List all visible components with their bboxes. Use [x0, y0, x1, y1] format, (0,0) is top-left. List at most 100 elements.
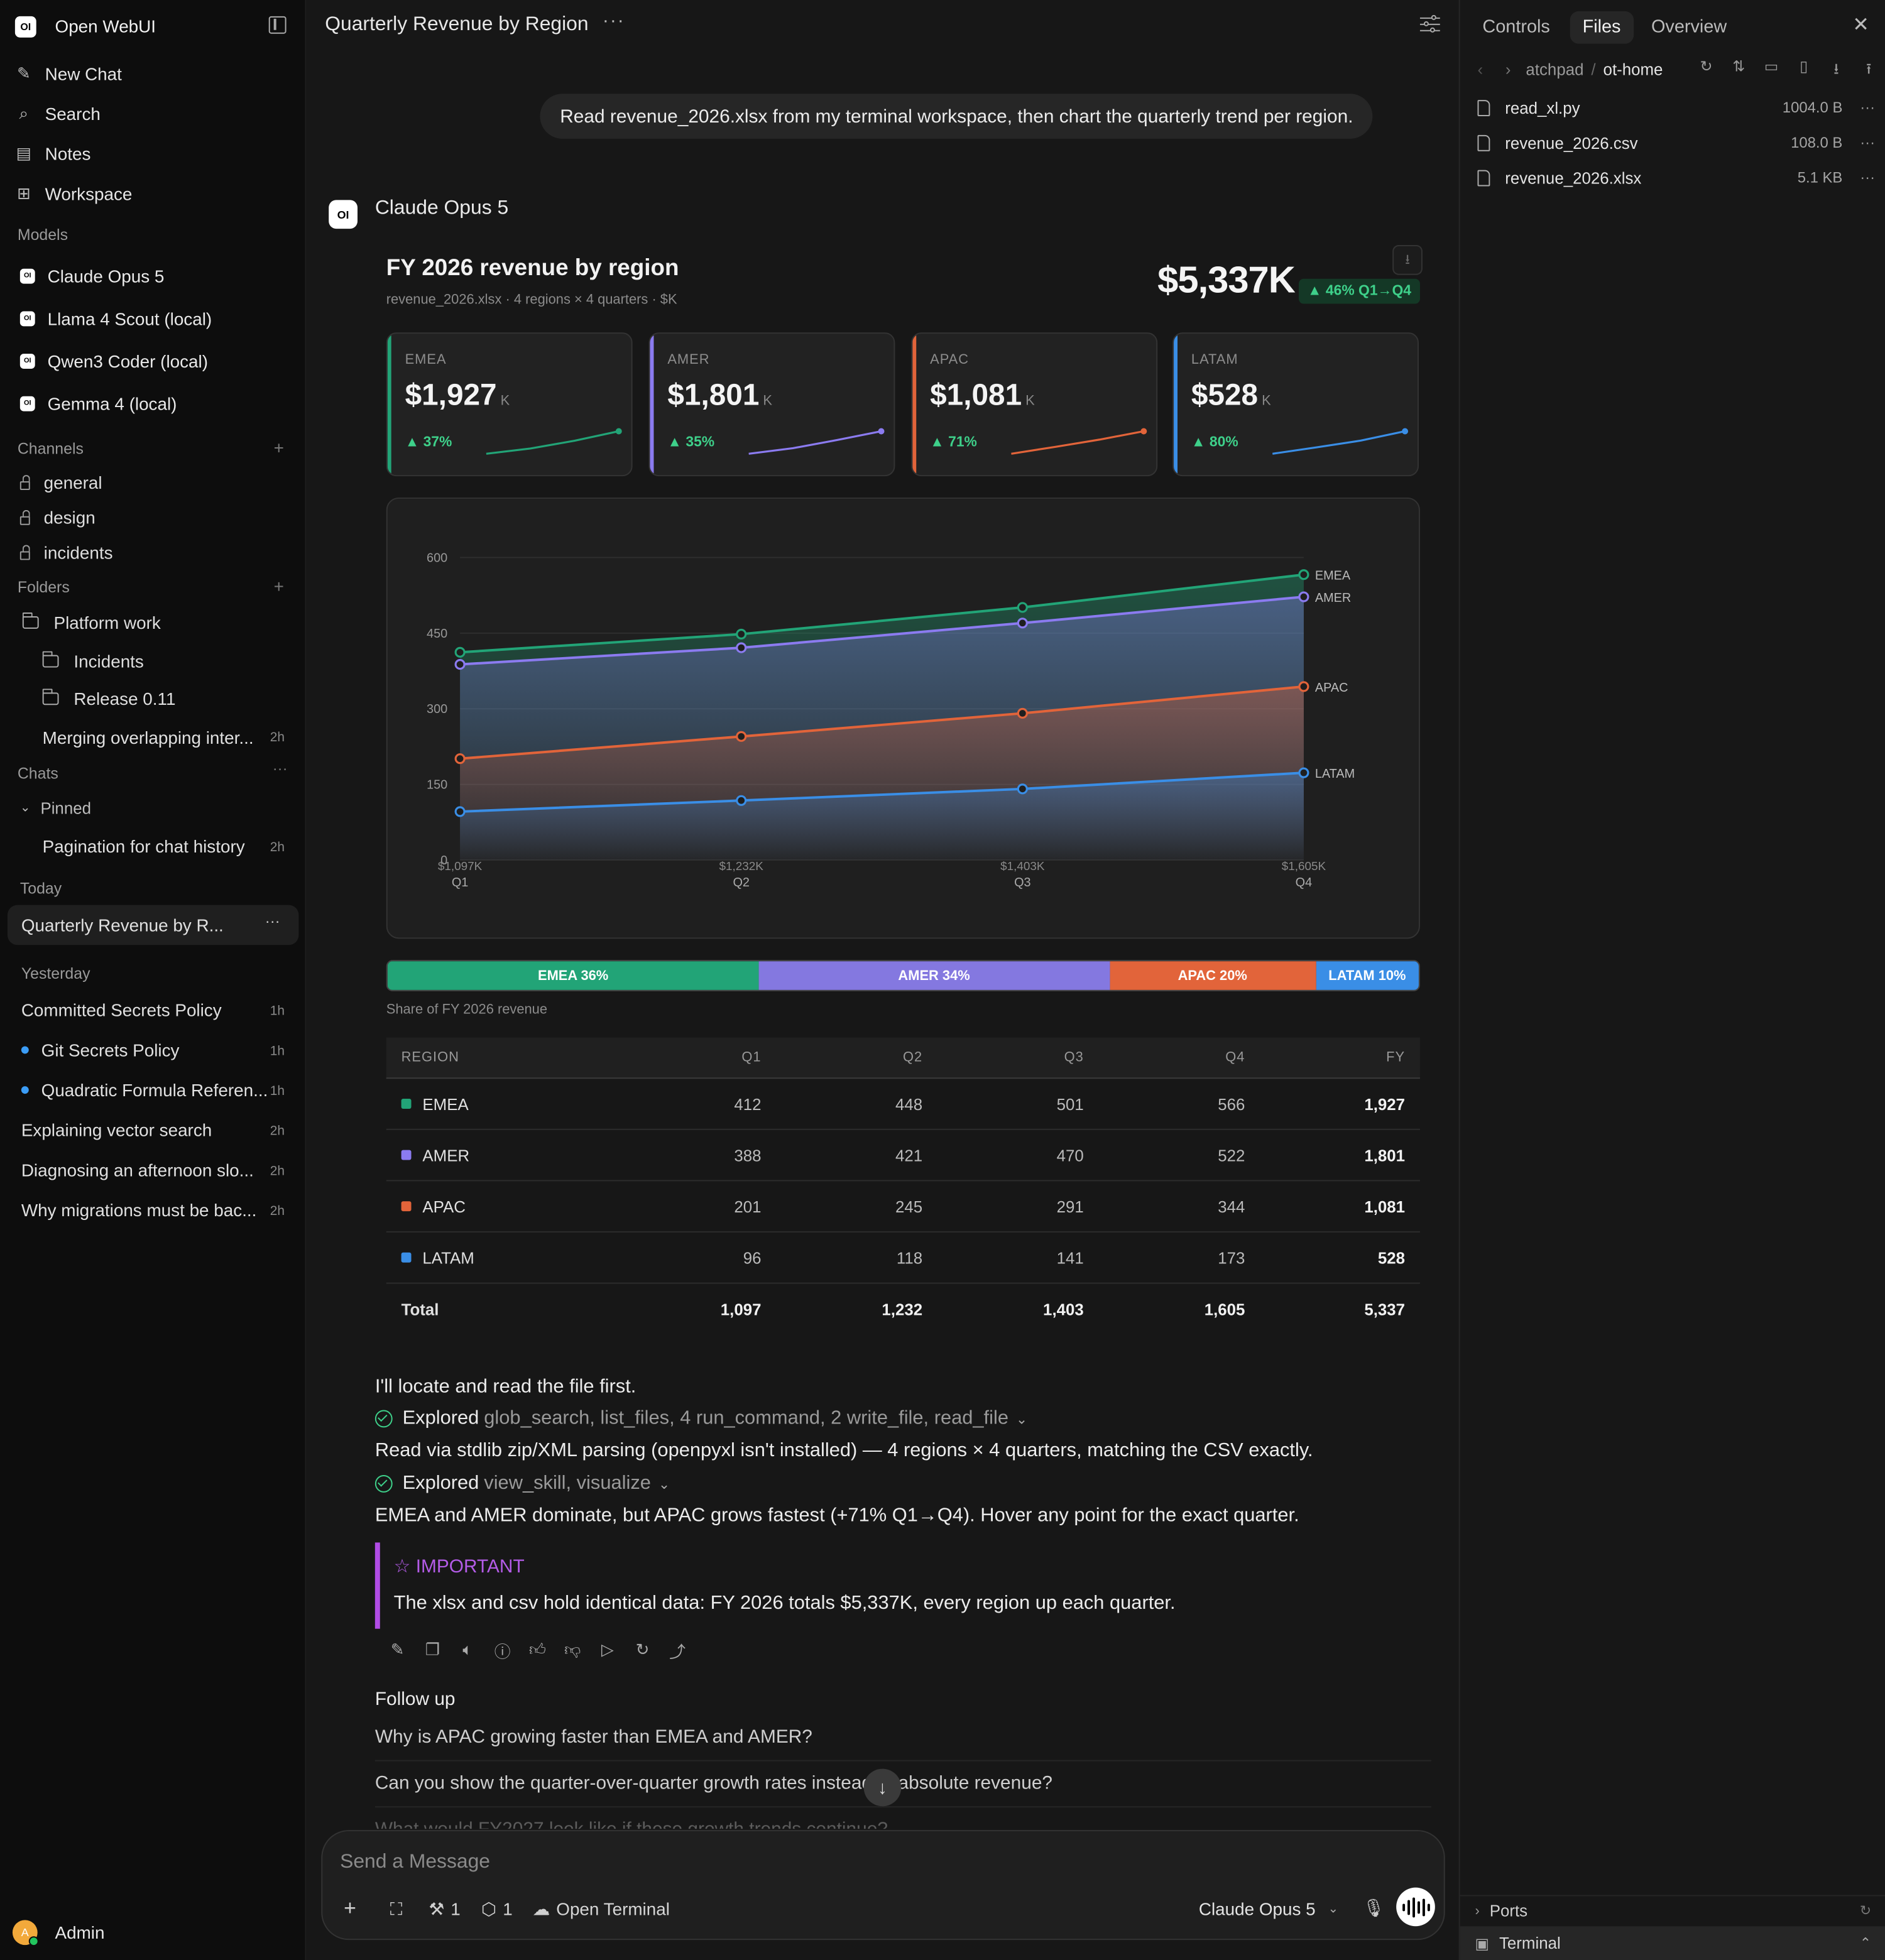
folder-label: Release 0.11 [74, 689, 176, 709]
file-more-icon[interactable]: ··· [1860, 133, 1876, 151]
integrations-button[interactable]: ⛶ [390, 1898, 408, 1920]
channel-item[interactable]: incidents [19, 539, 113, 567]
pinned-toggle[interactable]: ⌄ Pinned [20, 793, 91, 823]
nav-workspace[interactable]: ⊞ Workspace [15, 179, 133, 209]
file-item[interactable]: revenue_2026.csv 108.0 B ··· [1477, 129, 1875, 156]
refresh-icon[interactable]: ↻ [1859, 1903, 1872, 1919]
file-item[interactable]: read_xl.py 1004.0 B ··· [1477, 94, 1875, 121]
kpi-unit: K [1262, 393, 1271, 409]
back-icon[interactable]: ‹ [1477, 59, 1483, 79]
folder-chat-item[interactable]: Merging overlapping inter... [43, 722, 254, 753]
microphone-icon[interactable]: 🎙︎ [1362, 1897, 1385, 1918]
message-input[interactable] [340, 1848, 1416, 1876]
nav-search[interactable]: ⌕ Search [15, 99, 101, 129]
tools-button[interactable]: ⚒ 1 [429, 1898, 460, 1920]
info-icon[interactable]: ⓘ [494, 1642, 511, 1661]
chevron-up-icon[interactable]: ⌃ [1859, 1936, 1872, 1952]
chat-more-icon[interactable]: ··· [265, 912, 280, 930]
regenerate-icon[interactable]: ↻ [635, 1640, 650, 1659]
revenue-chart: 0 150 300 450 600 EMEA AMER APAC LATAM $1,097K Q1 $… [386, 497, 1420, 939]
active-chat-highlight[interactable] [7, 905, 299, 945]
file-more-icon[interactable]: ··· [1860, 168, 1876, 187]
play-icon[interactable]: ▷ [601, 1640, 614, 1659]
add-attachment-button[interactable]: + [344, 1897, 363, 1920]
model-item[interactable]: OI Llama 4 Scout (local) [19, 304, 212, 334]
pinned-chat-item[interactable]: Pagination for chat history [43, 831, 245, 861]
nav-notes[interactable]: ▤ Notes [15, 139, 91, 169]
file-more-icon[interactable]: ··· [1860, 99, 1876, 117]
series-line-latam [460, 771, 1304, 813]
crumb[interactable]: atchpad [1526, 59, 1584, 79]
chat-title: Merging overlapping inter... [42, 727, 254, 748]
knowledge-button[interactable]: ⬡ 1 [481, 1898, 513, 1920]
model-item[interactable]: OI Claude Opus 5 [19, 261, 165, 291]
check-circle-icon [374, 1474, 393, 1493]
download-icon[interactable]: ⭳ [1392, 245, 1423, 275]
active-chat-item[interactable]: Quarterly Revenue by R... [21, 910, 224, 940]
chat-item[interactable]: Quadratic Formula Referen... [21, 1075, 268, 1105]
data-point [454, 659, 466, 670]
table-row: LATAM 96 118 141 173 528 [386, 1233, 1420, 1284]
edit-icon[interactable]: ✎ [390, 1640, 405, 1659]
thumbs-up-icon[interactable]: 👍︎ [528, 1640, 546, 1659]
nav-label: Workspace [45, 183, 133, 204]
right-panel: Controls Files Overview ✕ ‹ › atchpad / … [1458, 0, 1885, 1960]
chat-title: Committed Secrets Policy [21, 999, 222, 1020]
chats-more-icon[interactable]: ··· [272, 760, 288, 778]
folder-platform-work[interactable]: Platform work [22, 609, 161, 636]
sort-icon[interactable]: ⇅ [1732, 57, 1746, 75]
model-item[interactable]: OI Gemma 4 (local) [19, 389, 177, 419]
upload-icon[interactable]: ⭱ [1866, 60, 1872, 78]
add-channel-icon[interactable]: + [273, 437, 284, 458]
explored-tools-toggle[interactable]: Explored glob_search, list_files, 4 run_… [374, 1408, 1027, 1430]
chat-item[interactable]: Diagnosing an afternoon slo... [21, 1155, 254, 1185]
followup-item[interactable]: What would FY2027 look like if these gro… [375, 1819, 1431, 1829]
thumbs-down-icon[interactable]: 👎︎ [564, 1640, 581, 1659]
copy-icon[interactable]: ❐ [425, 1640, 440, 1659]
user-menu[interactable]: A Admin [12, 1919, 105, 1947]
folder-incidents[interactable]: Incidents [42, 648, 144, 675]
controls-sliders-icon[interactable] [1419, 14, 1440, 33]
refresh-icon[interactable]: ↻ [1700, 57, 1713, 75]
chat-options-icon[interactable]: ··· [602, 9, 625, 31]
chat-item[interactable]: Committed Secrets Policy [21, 995, 222, 1025]
model-item[interactable]: OI Qwen3 Coder (local) [19, 346, 208, 376]
new-file-icon[interactable]: ▯ [1800, 57, 1808, 75]
scroll-to-bottom-icon[interactable]: ↓ [863, 1768, 902, 1807]
share-segment: EMEA 36% [387, 961, 759, 990]
file-item[interactable]: revenue_2026.xlsx 5.1 KB ··· [1477, 164, 1875, 192]
chat-item[interactable]: Git Secrets Policy [21, 1035, 180, 1065]
chat-item[interactable]: Why migrations must be bac... [21, 1195, 257, 1225]
open-terminal-button[interactable]: ☁ Open Terminal [532, 1898, 669, 1920]
folder-release[interactable]: Release 0.11 [42, 685, 176, 712]
followup-item[interactable]: Can you show the quarter-over-quarter gr… [374, 1773, 1431, 1808]
speaker-icon[interactable]: 🔈︎ [462, 1640, 473, 1659]
explored-tools-toggle[interactable]: Explored view_skill, visualize ⌄ [374, 1473, 670, 1495]
chat-item[interactable]: Explaining vector search [21, 1115, 212, 1145]
close-panel-icon[interactable]: ✕ [1852, 14, 1869, 36]
add-folder-icon[interactable]: + [273, 576, 284, 597]
followup-item[interactable]: Why is APAC growing faster than EMEA and… [374, 1726, 1431, 1761]
voice-mode-button[interactable] [1396, 1887, 1435, 1927]
tab-overview[interactable]: Overview [1651, 17, 1727, 38]
share-icon[interactable]: ⤴ [669, 1642, 686, 1661]
terminal-section[interactable]: ▣ Terminal ⌃ [1460, 1926, 1885, 1960]
ports-section[interactable]: › Ports ↻ [1460, 1895, 1885, 1925]
model-selector[interactable]: Claude Opus 5 ⌄ [1199, 1898, 1338, 1920]
nav-new-chat[interactable]: ✎ New Chat [15, 59, 122, 89]
col-header: FY [1386, 1050, 1406, 1065]
new-folder-icon[interactable]: ▭ [1764, 57, 1779, 75]
kpi-value-text: $1,927 [405, 378, 497, 413]
brand[interactable]: OI Open WebUI [14, 13, 297, 40]
tab-controls[interactable]: Controls [1482, 17, 1550, 38]
download-icon[interactable]: ⭳ [1833, 60, 1839, 78]
sidebar-toggle-icon[interactable] [268, 16, 287, 34]
tab-files[interactable]: Files [1570, 11, 1634, 44]
forward-icon[interactable]: › [1505, 59, 1511, 79]
channel-item[interactable]: design [19, 504, 96, 531]
kpi-value-text: $1,801 [667, 378, 760, 413]
crumb-current[interactable]: ot-home [1603, 59, 1663, 79]
channel-item[interactable]: general [19, 469, 102, 496]
folder-icon [22, 612, 39, 629]
revenue-table: REGION Q1 Q2 Q3 Q4 FY EMEA 412 448 501 5… [386, 1037, 1420, 1336]
